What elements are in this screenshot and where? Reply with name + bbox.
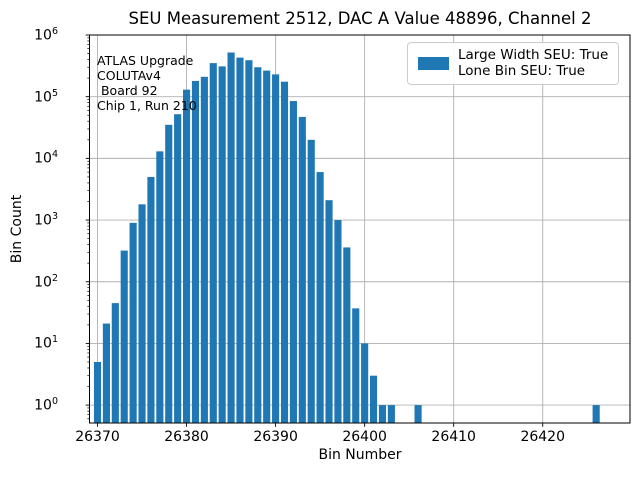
histogram-bar bbox=[378, 405, 387, 423]
histogram-bar bbox=[289, 101, 297, 423]
histogram-bar bbox=[174, 114, 182, 423]
histogram-bar bbox=[236, 57, 244, 423]
histogram-bar bbox=[280, 81, 289, 423]
histogram-bar bbox=[120, 250, 128, 423]
histogram-bar bbox=[138, 204, 146, 423]
histogram-bar bbox=[334, 220, 342, 423]
histogram-bar bbox=[129, 222, 137, 423]
histogram-bar bbox=[272, 74, 280, 424]
histogram-bar bbox=[218, 66, 226, 424]
histogram-bar bbox=[102, 323, 110, 423]
histogram-bar bbox=[316, 172, 324, 423]
histogram-bar bbox=[227, 52, 235, 423]
histogram-bar bbox=[191, 80, 200, 424]
histogram-bar bbox=[156, 151, 164, 424]
histogram-bar bbox=[343, 247, 351, 423]
histogram-bar bbox=[165, 124, 173, 423]
histogram-bar bbox=[182, 89, 191, 424]
histogram-bar bbox=[352, 308, 360, 423]
histogram-bar bbox=[414, 405, 422, 423]
histogram-bar bbox=[307, 139, 315, 423]
histogram-bar bbox=[361, 343, 369, 423]
histogram-bar bbox=[245, 60, 253, 423]
histogram-bar bbox=[325, 200, 333, 423]
histogram-bar bbox=[147, 176, 155, 423]
histogram-bar bbox=[200, 76, 208, 423]
histogram-bar bbox=[254, 67, 262, 423]
histogram-bar bbox=[369, 375, 378, 423]
histogram-bar bbox=[93, 361, 102, 423]
histogram-bar bbox=[209, 63, 217, 423]
histogram-bar bbox=[298, 116, 306, 423]
histogram-bar bbox=[263, 70, 271, 423]
axes-spines bbox=[89, 34, 631, 424]
histogram-bar bbox=[387, 405, 395, 423]
histogram-bar bbox=[111, 303, 119, 423]
histogram-bar bbox=[592, 405, 600, 423]
